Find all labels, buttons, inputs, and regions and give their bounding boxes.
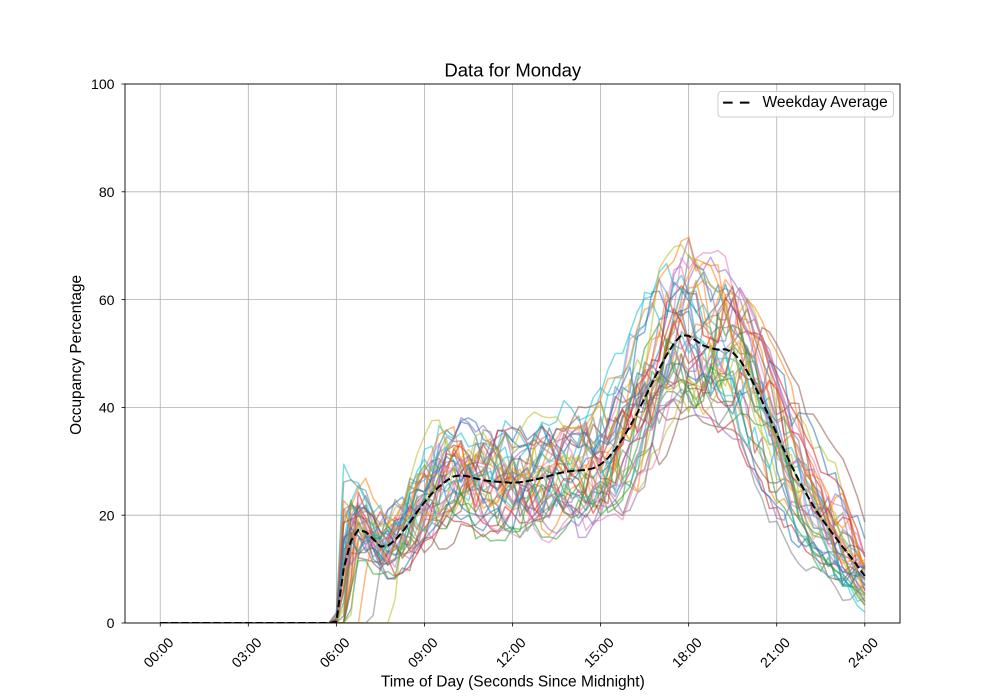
svg-text:80: 80 (99, 184, 115, 200)
svg-text:Occupancy Percentage: Occupancy Percentage (68, 275, 85, 435)
svg-text:100: 100 (91, 76, 115, 92)
svg-text:60: 60 (99, 292, 115, 308)
svg-text:Weekday Average: Weekday Average (763, 94, 888, 111)
svg-text:20: 20 (99, 507, 115, 523)
svg-text:0: 0 (107, 615, 115, 631)
svg-text:Data for Monday: Data for Monday (444, 59, 582, 80)
svg-text:40: 40 (99, 400, 115, 416)
svg-text:Time of Day (Seconds Since Mid: Time of Day (Seconds Since Midnight) (381, 674, 645, 691)
